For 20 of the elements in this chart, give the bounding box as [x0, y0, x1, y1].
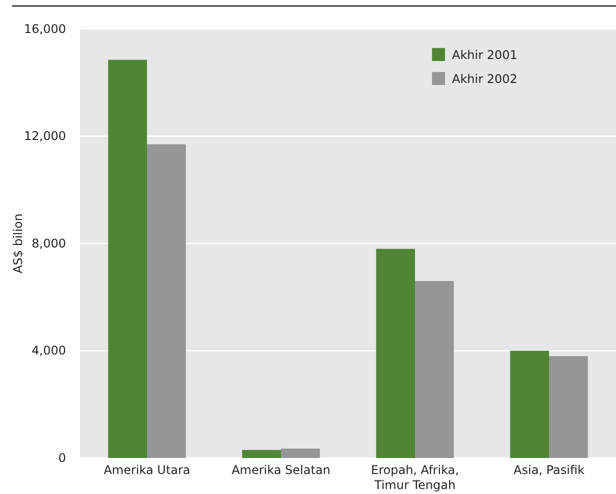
- bar: [281, 448, 320, 458]
- bar: [415, 281, 454, 458]
- x-tick-label: Asia, Pasifik: [514, 463, 585, 477]
- x-tick-label: Amerika Selatan: [232, 463, 330, 477]
- bar: [549, 356, 588, 458]
- bar: [510, 350, 549, 458]
- y-tick-label: 8,000: [32, 236, 66, 250]
- bar: [108, 60, 147, 458]
- y-axis-title: AS$ bilion: [11, 214, 25, 274]
- y-tick-label: 4,000: [32, 344, 66, 358]
- y-tick-label: 16,000: [24, 22, 66, 36]
- x-tick-label: Amerika Utara: [104, 463, 190, 477]
- y-tick-label: 0: [58, 450, 66, 465]
- bar: [242, 450, 281, 458]
- bar: [376, 248, 415, 458]
- y-tick-label: 12,000: [24, 129, 66, 144]
- bar: [147, 144, 186, 458]
- legend-label: Akhir 2001: [452, 48, 518, 62]
- legend-label: Akhir 2002: [452, 72, 518, 86]
- x-tick-label: Eropah, Afrika, Timur Tengah: [371, 463, 459, 492]
